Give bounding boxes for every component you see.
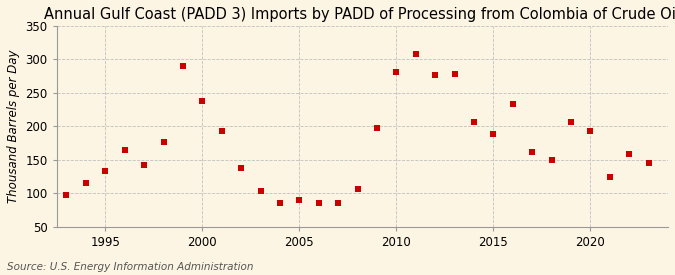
Y-axis label: Thousand Barrels per Day: Thousand Barrels per Day bbox=[7, 50, 20, 203]
Point bbox=[236, 166, 246, 170]
Point bbox=[526, 150, 537, 155]
Point bbox=[449, 72, 460, 76]
Text: Source: U.S. Energy Information Administration: Source: U.S. Energy Information Administ… bbox=[7, 262, 253, 272]
Point bbox=[80, 181, 91, 185]
Point bbox=[255, 188, 266, 193]
Point bbox=[178, 64, 188, 68]
Point bbox=[61, 193, 72, 197]
Point bbox=[604, 175, 615, 179]
Point bbox=[216, 129, 227, 133]
Point bbox=[158, 139, 169, 144]
Point bbox=[488, 132, 499, 137]
Point bbox=[138, 162, 149, 167]
Point bbox=[275, 201, 286, 205]
Point bbox=[100, 169, 111, 174]
Point bbox=[624, 152, 634, 156]
Point bbox=[391, 70, 402, 74]
Point bbox=[546, 158, 557, 163]
Point bbox=[566, 119, 576, 124]
Point bbox=[585, 129, 596, 133]
Point bbox=[352, 186, 363, 191]
Point bbox=[468, 120, 479, 125]
Point bbox=[313, 201, 324, 205]
Point bbox=[119, 148, 130, 152]
Point bbox=[430, 73, 441, 77]
Point bbox=[294, 198, 304, 202]
Point bbox=[643, 161, 654, 165]
Point bbox=[197, 99, 208, 103]
Point bbox=[508, 101, 518, 106]
Title: Annual Gulf Coast (PADD 3) Imports by PADD of Processing from Colombia of Crude : Annual Gulf Coast (PADD 3) Imports by PA… bbox=[45, 7, 675, 22]
Point bbox=[333, 201, 344, 205]
Point bbox=[410, 52, 421, 56]
Point bbox=[371, 126, 382, 131]
